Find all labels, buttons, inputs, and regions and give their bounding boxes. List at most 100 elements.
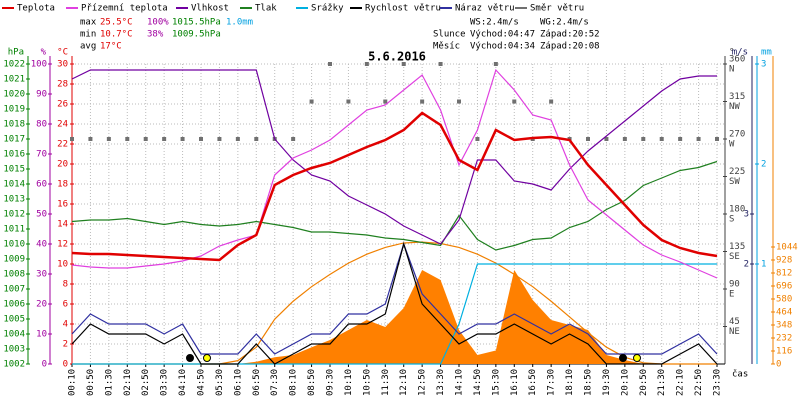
x-tick-label: 06:10: [233, 369, 243, 396]
tick-label: 6: [63, 300, 68, 310]
axis-unit: °C: [57, 48, 68, 58]
series-dot: [364, 62, 369, 66]
tick-label: 1044: [776, 243, 798, 253]
tick-label: 3: [744, 210, 749, 220]
series-dot: [328, 62, 332, 66]
tick-label: 2: [744, 260, 749, 270]
tick-label: 464: [776, 308, 792, 318]
x-tick-label: 16:50: [528, 369, 538, 396]
tick-label: 26: [57, 100, 68, 110]
stats-value: 25.5°C: [100, 18, 133, 28]
tick-label: 1012: [3, 210, 25, 220]
x-tick-label: 20:10: [620, 369, 630, 396]
tick-label: 70: [36, 150, 47, 160]
series-dot: [143, 137, 148, 141]
tick-label: 116: [776, 347, 792, 357]
legend-label: Srážky: [311, 4, 344, 14]
x-tick-label: 02:50: [141, 369, 151, 396]
x-tick-label: 16:10: [510, 369, 520, 396]
x-tick-label: 03:30: [160, 369, 170, 396]
legend-label: Vlhkost: [191, 4, 229, 14]
tick-label: 3: [761, 60, 766, 70]
tick-label: 80: [36, 120, 47, 130]
tick-label: 4: [63, 320, 68, 330]
tick-label: 0: [42, 360, 47, 370]
axis-unit: m/s: [732, 48, 748, 58]
axis-unit: %: [41, 48, 47, 58]
tick-label: 232: [776, 334, 792, 344]
x-tick-label: 01:30: [104, 369, 114, 396]
tick-label: 16: [57, 200, 68, 210]
series-dot: [641, 137, 646, 141]
series-dot: [125, 137, 130, 141]
x-tick-label: 06:50: [252, 369, 262, 396]
series-dot: [106, 137, 111, 141]
x-tick-label: 10:50: [362, 369, 372, 396]
tick-label: 1014: [3, 180, 25, 190]
tick-label: 90: [729, 280, 740, 290]
x-tick-label: 14:50: [473, 369, 483, 396]
tick-label: 100: [31, 60, 47, 70]
series-dot: [475, 137, 480, 141]
x-tick-label: 17:30: [547, 369, 557, 396]
tick-label: 696: [776, 282, 792, 292]
tick-label: 225: [729, 167, 745, 177]
stats-label: max: [80, 18, 97, 28]
x-tick-label: 11:30: [381, 369, 391, 396]
series-dot: [346, 99, 351, 104]
tick-label: SE: [729, 252, 740, 262]
series-line: [71, 160, 718, 251]
tick-label: 315: [729, 92, 745, 102]
legend-label: Rychlost větru: [365, 4, 441, 14]
x-tick-label: 04:50: [197, 369, 207, 396]
chart-title: 5.6.2016: [368, 50, 426, 64]
tick-label: 1002: [3, 360, 25, 370]
tick-label: 1013: [3, 195, 25, 205]
tick-label: 1008: [3, 270, 25, 280]
tick-label: 10: [36, 330, 47, 340]
tick-label: 1006: [3, 300, 25, 310]
series-line: [71, 111, 718, 262]
x-axis-label: čas: [732, 369, 748, 380]
tick-label: 580: [776, 295, 792, 305]
x-tick-label: 20:50: [639, 369, 649, 396]
tick-label: 90: [36, 90, 47, 100]
sun-moon-marker: [186, 354, 194, 362]
legend-label: Směr větru: [530, 4, 584, 14]
x-tick-label: 15:30: [491, 369, 501, 396]
tick-label: 1: [761, 260, 766, 270]
stats-label: min: [80, 30, 96, 40]
series-line: [72, 263, 717, 365]
axis-unit: mm: [761, 48, 772, 58]
tick-label: 22: [57, 140, 68, 150]
stats-value: 1009.5hPa: [172, 30, 221, 40]
tick-label: 10: [57, 260, 68, 270]
tick-label: NE: [729, 327, 740, 337]
tick-label: 12: [57, 240, 68, 250]
x-tick-label: 00:10: [68, 369, 78, 396]
x-tick-label: 12:10: [399, 369, 409, 396]
x-tick-label: 00:50: [86, 369, 96, 396]
x-tick-label: 18:10: [565, 369, 575, 396]
tick-label: 2: [63, 340, 68, 350]
series-dot: [420, 99, 425, 104]
tick-label: 60: [36, 180, 47, 190]
series-dot: [715, 137, 719, 141]
tick-label: 2: [761, 160, 766, 170]
series-dot: [604, 137, 609, 141]
x-tick-label: 10:10: [344, 369, 354, 396]
tick-label: 1005: [3, 315, 25, 325]
series-dot: [88, 137, 93, 141]
stats-value: 38%: [147, 30, 164, 40]
series-line: [71, 69, 717, 245]
x-tick-label: 12:50: [418, 369, 428, 396]
stats-value: 10.7°C: [100, 30, 133, 40]
series-dot: [401, 62, 406, 66]
tick-label: 45: [729, 317, 740, 327]
legend-label: Tlak: [255, 4, 277, 14]
x-tick-label: 04:10: [178, 369, 188, 396]
series-dot: [309, 99, 314, 104]
series-dot: [678, 137, 683, 141]
tick-label: 40: [36, 240, 47, 250]
tick-label: 1021: [3, 75, 25, 85]
